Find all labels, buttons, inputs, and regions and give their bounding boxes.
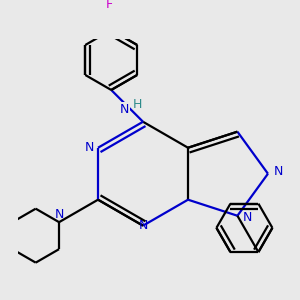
Text: H: H (133, 98, 142, 111)
Text: N: N (138, 219, 148, 232)
Text: N: N (243, 211, 252, 224)
Text: F: F (106, 0, 113, 11)
Text: N: N (273, 165, 283, 178)
Text: N: N (54, 208, 64, 221)
Text: N: N (120, 103, 129, 116)
Text: N: N (84, 141, 94, 154)
